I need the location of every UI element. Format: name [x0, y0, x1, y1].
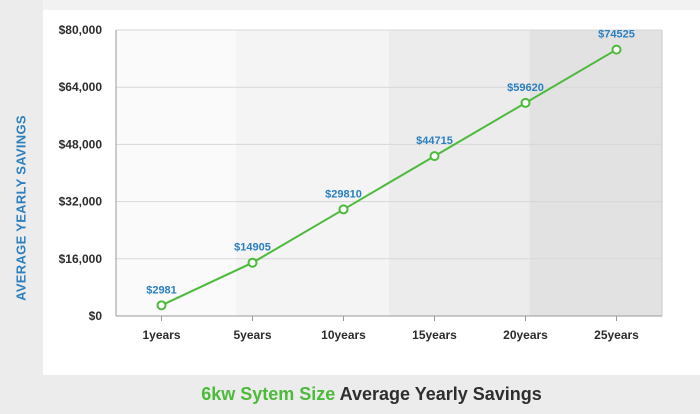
y-tick-label: $64,000: [59, 80, 103, 94]
background-band: [529, 30, 662, 316]
data-point: [338, 204, 349, 215]
y-tick-label: $48,000: [59, 137, 103, 151]
data-label: $2981: [146, 284, 177, 296]
y-tick-label: $16,000: [59, 252, 103, 266]
line-chart: $0 $16,000 $32,000 $48,000 $64,000 $80,000 1ye…: [59, 23, 663, 342]
x-tick-label: 5years: [233, 328, 271, 342]
y-tick-label: $80,000: [59, 23, 103, 37]
background-band: [236, 30, 387, 316]
chart-title-accent: 6kw Sytem Size: [201, 384, 336, 404]
x-tick-label: 15years: [412, 328, 457, 342]
data-label: $74525: [598, 29, 635, 41]
background-band: [389, 30, 530, 316]
background-band: [386, 30, 389, 316]
data-point: [611, 44, 622, 55]
data-label: $14905: [234, 242, 271, 254]
data-label: $44715: [416, 135, 453, 147]
x-tick-label: 1years: [142, 328, 180, 342]
left-strip: [0, 0, 43, 414]
data-label: $59620: [507, 82, 544, 94]
x-tick-label: 10years: [321, 328, 366, 342]
x-tick-label: 25years: [594, 328, 639, 342]
data-label: $29810: [325, 188, 362, 200]
x-tick-label: 20years: [503, 328, 548, 342]
data-point: [156, 300, 167, 311]
chart-title-rest: Average Yearly Savings: [339, 384, 542, 404]
background-band: [116, 30, 237, 316]
y-tick-label: $32,000: [59, 195, 103, 209]
top-strip: [43, 0, 700, 10]
data-point: [520, 97, 531, 108]
y-tick-label: $0: [89, 309, 103, 323]
series-line: [161, 48, 618, 307]
chart-title: 6kw Sytem Size Average Yearly Savings: [43, 375, 700, 414]
data-point: [429, 151, 440, 162]
data-point: [247, 257, 258, 268]
